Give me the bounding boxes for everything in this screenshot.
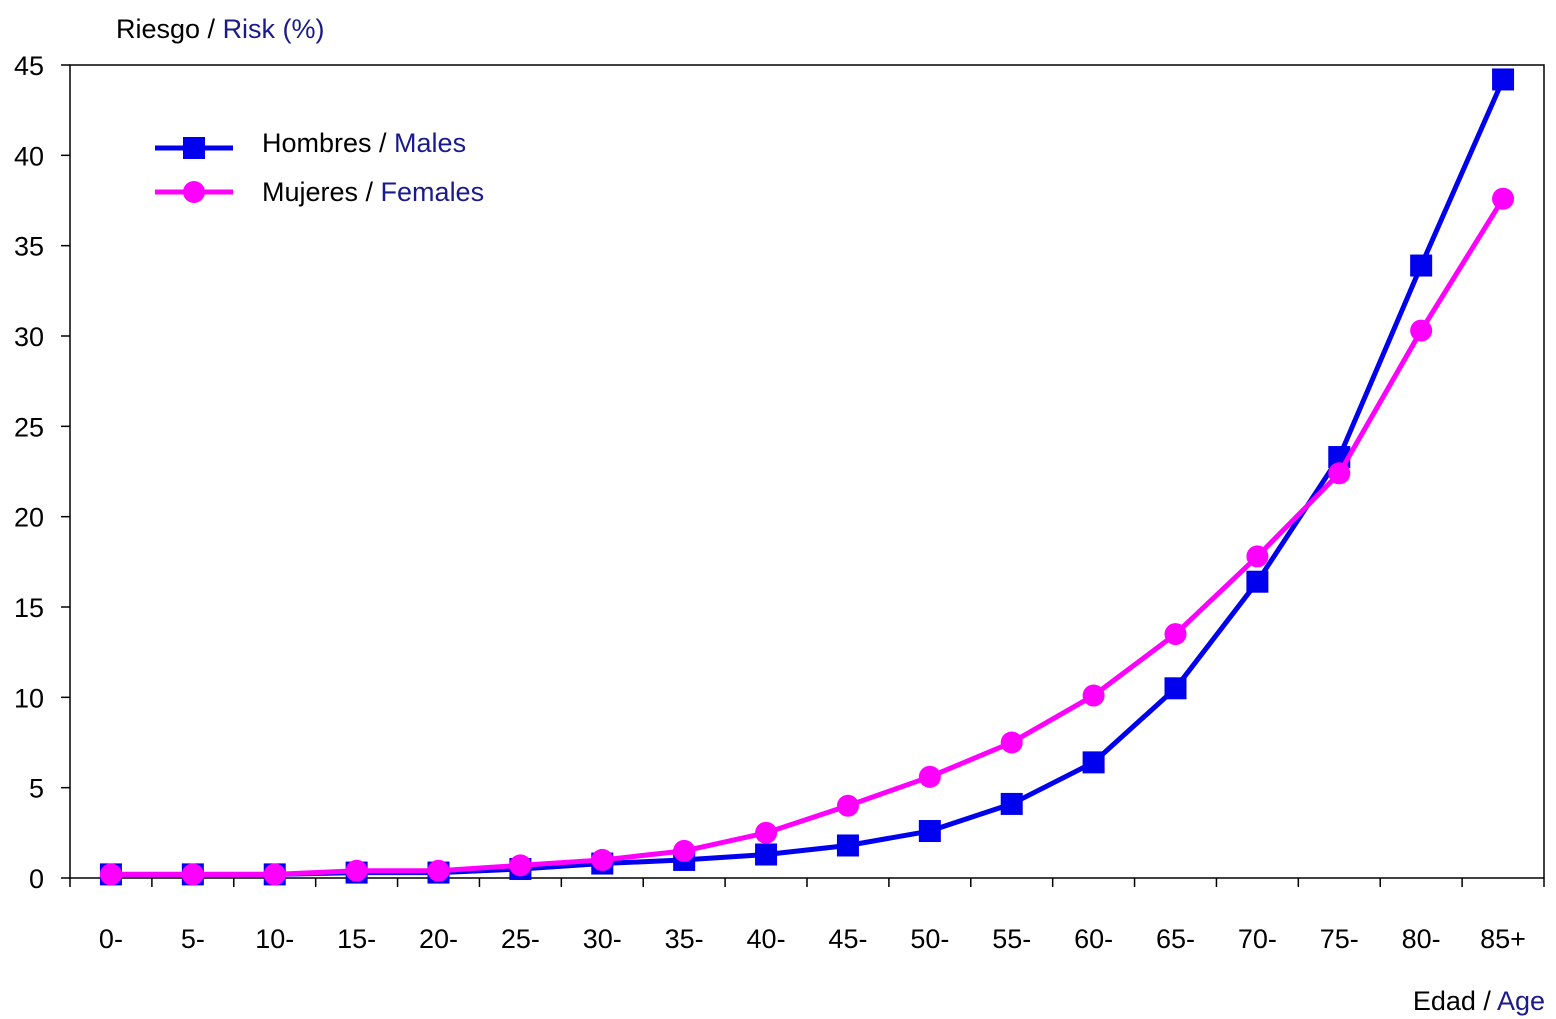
x-tick-label: 5- <box>181 924 205 954</box>
legend: Hombres / Males Mujeres / Females <box>155 128 484 207</box>
y-tick-label: 20 <box>14 503 44 533</box>
data-point-females <box>1000 731 1023 754</box>
legend-marker-males <box>183 137 205 159</box>
y-axis: 0 5 10 15 20 25 30 35 40 45 <box>14 51 70 894</box>
x-axis-title: Edad / Age <box>1413 986 1545 1016</box>
x-tick-label: 55- <box>992 924 1031 954</box>
data-point-females <box>1410 319 1433 342</box>
data-point-males <box>1492 68 1515 91</box>
x-tick-label: 20- <box>419 924 458 954</box>
data-point-females <box>1492 187 1515 210</box>
data-point-females <box>591 848 614 871</box>
data-point-females <box>99 863 122 886</box>
legend-item-males: Hombres / Males <box>155 128 466 159</box>
y-tick-label: 30 <box>14 322 44 352</box>
data-point-females <box>918 765 941 788</box>
y-tick-label: 10 <box>14 683 44 713</box>
data-point-males <box>1246 570 1269 593</box>
data-point-females <box>181 863 204 886</box>
y-axis-title-accent: Risk (%) <box>223 14 325 44</box>
x-tick-label: 60- <box>1074 924 1113 954</box>
y-tick-label: 0 <box>29 864 44 894</box>
legend-item-females: Mujeres / Females <box>155 177 484 207</box>
y-axis-title: Riesgo / Risk (%) <box>116 14 325 44</box>
x-tick-label: 85+ <box>1480 924 1526 954</box>
x-tick-label: 25- <box>501 924 540 954</box>
data-point-females <box>673 839 696 862</box>
legend-label-females-accent: Females <box>381 177 485 207</box>
data-point-females <box>1246 545 1269 568</box>
x-axis-title-prefix: Edad / <box>1413 986 1497 1016</box>
legend-label-females: Mujeres / Females <box>262 177 484 207</box>
y-tick-label: 45 <box>14 51 44 81</box>
data-point-females <box>755 821 778 844</box>
series-females <box>99 187 1515 886</box>
x-axis-title-accent: Age <box>1497 986 1545 1016</box>
data-point-females <box>509 854 532 877</box>
y-tick-label: 15 <box>14 593 44 623</box>
x-tick-label: 30- <box>583 924 622 954</box>
data-point-females <box>1082 684 1105 707</box>
y-tick-label: 5 <box>29 774 44 804</box>
data-point-males <box>1164 677 1187 700</box>
data-point-males <box>1000 792 1023 815</box>
data-point-females <box>427 859 450 882</box>
x-tick-label: 80- <box>1402 924 1441 954</box>
y-tick-label: 40 <box>14 141 44 171</box>
x-axis: 0- 5- 10- 15- 20- 25- 30- 35- 40- 45- 50- 55- 60- 65-… <box>69 878 1545 954</box>
x-tick-label: 70- <box>1238 924 1277 954</box>
data-point-males <box>1410 254 1433 277</box>
data-point-females <box>345 859 368 882</box>
legend-label-males: Hombres / Males <box>262 128 466 158</box>
x-tick-label: 15- <box>337 924 376 954</box>
series-layer <box>99 68 1515 886</box>
data-point-females <box>836 794 859 817</box>
data-point-males <box>918 820 941 843</box>
x-tick-label: 35- <box>665 924 704 954</box>
x-tick-label: 50- <box>910 924 949 954</box>
data-point-females <box>263 863 286 886</box>
series-line-females <box>110 197 1506 877</box>
data-point-males <box>755 843 778 866</box>
y-tick-label: 35 <box>14 232 44 262</box>
y-tick-label: 25 <box>14 412 44 442</box>
x-tick-label: 75- <box>1320 924 1359 954</box>
x-tick-label: 40- <box>747 924 786 954</box>
x-tick-label: 0- <box>99 924 123 954</box>
data-point-females <box>1328 462 1351 485</box>
x-tick-label: 45- <box>828 924 867 954</box>
legend-label-males-accent: Males <box>394 128 466 158</box>
legend-marker-females <box>183 181 205 203</box>
data-point-females <box>1164 623 1187 646</box>
legend-label-males-prefix: Hombres / <box>262 128 394 158</box>
legend-label-females-prefix: Mujeres / <box>262 177 381 207</box>
data-point-males <box>836 834 859 857</box>
y-axis-title-prefix: Riesgo / <box>116 14 223 44</box>
x-tick-label: 10- <box>255 924 294 954</box>
data-point-males <box>1082 751 1105 774</box>
x-tick-label: 65- <box>1156 924 1195 954</box>
